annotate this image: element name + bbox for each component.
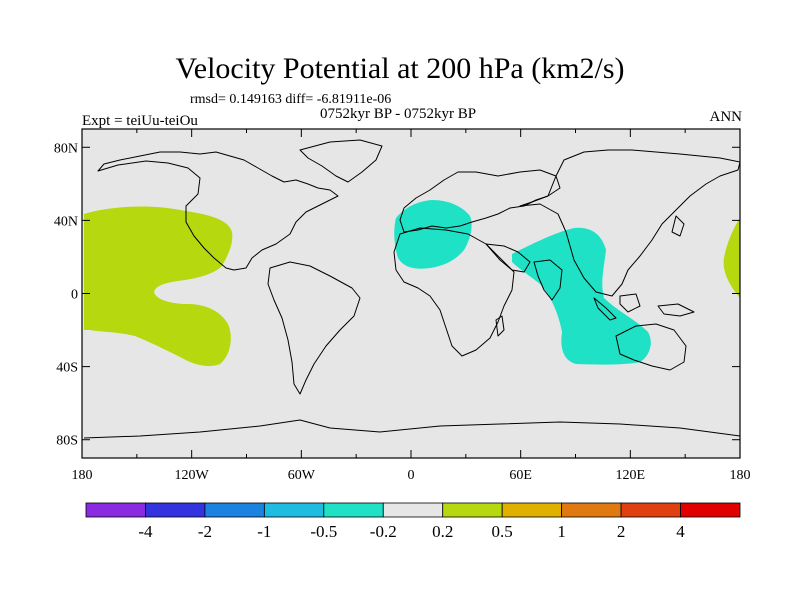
madagascar-coastline xyxy=(495,315,505,337)
colorbar-label: -2 xyxy=(198,522,212,541)
lon-tick-label: 60E xyxy=(509,468,532,483)
colorbar-swatch xyxy=(680,502,741,518)
colorbar-swatch xyxy=(442,502,503,518)
new-guinea-coastline xyxy=(657,303,695,317)
lat-tick-label: 80N xyxy=(54,141,78,156)
west-pacific-positive-region xyxy=(723,218,740,298)
borneo-coastline xyxy=(619,293,641,313)
indian-ocean-negative-region xyxy=(512,227,651,365)
lon-tick-label: 60W xyxy=(288,468,316,483)
colorbar-swatch xyxy=(263,502,325,518)
period-subtitle: 0752kyr BP - 0752kyr BP xyxy=(320,106,477,122)
colorbar-label: 1 xyxy=(557,522,566,541)
lat-tick-label: 80S xyxy=(56,434,78,449)
colorbar-label: -0.2 xyxy=(370,522,397,541)
colorbar-label: -0.5 xyxy=(310,522,337,541)
colorbar-label: 4 xyxy=(676,522,685,541)
colorbar-swatch xyxy=(85,502,146,518)
colorbar-label: -4 xyxy=(138,522,153,541)
lat-tick-label: 40N xyxy=(54,214,78,229)
lat-tick-label: 0 xyxy=(71,288,78,303)
colorbar xyxy=(85,502,741,518)
lon-tick-label: 120W xyxy=(175,468,210,483)
lon-tick-label: 0 xyxy=(408,468,415,483)
europe-coastline xyxy=(399,169,561,233)
colorbar-label: 2 xyxy=(617,522,626,541)
map-title: Velocity Potential at 200 hPa (km2/s) xyxy=(175,52,625,85)
colorbar-labels: -4 -2 -1 -0.5 -0.2 0.2 0.5 1 2 4 xyxy=(138,522,685,541)
australia-coastline xyxy=(615,323,687,371)
north-america-coastline xyxy=(97,151,339,271)
india-coastline xyxy=(533,259,563,301)
season-label: ANN xyxy=(709,109,743,125)
lat-tick-label: 40S xyxy=(56,361,78,376)
colorbar-label: 0.5 xyxy=(492,522,513,541)
colorbar-label: -1 xyxy=(257,522,271,541)
sumatra-coastline xyxy=(593,297,617,321)
lon-tick-label: 120E xyxy=(616,468,646,483)
colorbar-swatch xyxy=(145,502,206,518)
mediterranean-negative-region xyxy=(394,200,472,269)
colorbar-swatch xyxy=(501,502,563,518)
experiment-label: Expt = teiUu-teiOu xyxy=(82,113,198,129)
colorbar-swatch xyxy=(620,502,681,518)
antarctica-coastline xyxy=(83,419,740,439)
colorbar-swatch xyxy=(323,502,384,518)
arabia-coastline xyxy=(485,243,531,273)
colorbar-label: 0.2 xyxy=(432,522,453,541)
japan-coastline xyxy=(671,215,685,237)
south-america-coastline xyxy=(267,261,361,395)
colorbar-swatch xyxy=(561,502,622,518)
lon-tick-label: 180 xyxy=(730,468,751,483)
map-background xyxy=(82,129,740,458)
stats-subtitle: rmsd= 0.149163 diff= -6.81911e-06 xyxy=(190,92,392,107)
lon-tick-label: 180 xyxy=(72,468,93,483)
colorbar-swatch xyxy=(382,502,444,518)
eastern-pacific-positive-region xyxy=(84,206,233,366)
colorbar-swatch xyxy=(204,502,265,518)
greenland-coastline xyxy=(299,139,383,183)
asia-coastline xyxy=(519,149,740,297)
africa-coastline xyxy=(393,227,515,357)
